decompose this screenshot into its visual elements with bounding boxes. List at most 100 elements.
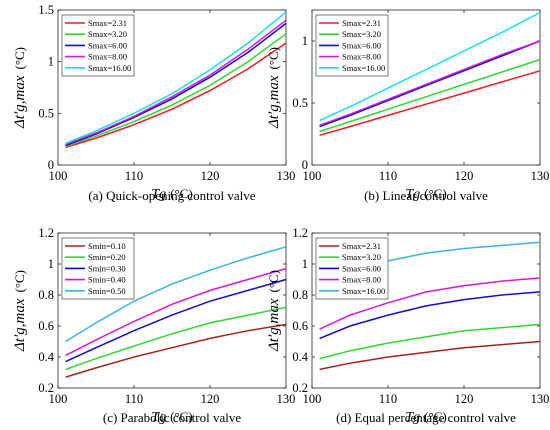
series-line-1: [319, 70, 541, 136]
series-line-2: [65, 33, 287, 148]
legend-label: Smax=16.00: [342, 63, 385, 73]
legend-label: Smin=0.50: [88, 286, 126, 296]
y-axis-unit: (°C): [12, 47, 27, 70]
series-line-2: [319, 323, 541, 360]
legend-label: Smax=3.20: [342, 29, 381, 39]
chart-panel-2: 100 110 120 13000.51Smax=2.31Smax=3.20Smax=…: [266, 9, 550, 203]
legend-label: Smin=0.10: [88, 241, 126, 251]
x-axis-symbol: Tg: [405, 410, 420, 425]
y-axis-unit: (°C): [12, 270, 27, 293]
y-tick-label: 0.6: [292, 319, 308, 333]
legend-label: Smax=3.20: [342, 252, 381, 262]
series-line-4: [319, 277, 541, 330]
y-tick-label: 0.4: [292, 350, 308, 364]
chart-panel-3: 100 110 120 1300.20.40.60.811.2Smin=0.10Smi…: [12, 226, 295, 425]
x-tick-label: 110: [379, 392, 397, 406]
series-line-4: [65, 267, 287, 357]
y-tick-label: 1: [302, 257, 308, 271]
y-axis-unit: (°C): [266, 47, 281, 70]
y-tick-label: 0.8: [292, 288, 308, 302]
x-tick-label: 110: [125, 169, 143, 183]
x-tick-label: 130: [277, 169, 296, 183]
y-axis-unit: (°C): [266, 270, 281, 293]
panel-caption: (c) Parabolic control valve: [103, 410, 241, 425]
y-tick-label: 0.2: [292, 381, 308, 395]
legend-label: Smin=0.40: [88, 275, 126, 285]
x-axis-label: Tg (°C): [151, 186, 192, 202]
x-tick-label: 100: [49, 169, 68, 183]
legend-label: Smax=16.00: [342, 286, 385, 296]
y-tick-label: 1: [302, 34, 308, 48]
series-line-3: [319, 291, 541, 340]
y-tick-label: 0.5: [38, 106, 54, 120]
y-axis-label: Δt′g,max (°C): [12, 270, 28, 352]
series-line-1: [65, 42, 287, 149]
x-axis-symbol: Tg: [151, 410, 166, 425]
y-axis-symbol: Δt′g,max: [266, 75, 282, 129]
x-axis-unit: (°C): [424, 186, 447, 201]
y-axis-symbol: Δt′g,max: [266, 298, 282, 352]
y-axis-symbol: Δt′g,max: [12, 75, 28, 129]
x-tick-label: 100: [303, 169, 322, 183]
series-line-2: [65, 306, 287, 371]
series-line-5: [65, 246, 287, 343]
x-axis-unit: (°C): [424, 409, 447, 424]
y-tick-label: 1.5: [38, 3, 54, 17]
series-line-1: [65, 323, 287, 378]
y-tick-label: 0: [48, 158, 54, 172]
y-tick-label: 1: [48, 257, 54, 271]
y-axis-label: Δt′g,max (°C): [12, 47, 28, 129]
series-line-1: [319, 340, 541, 371]
series-line-4: [65, 19, 287, 146]
legend-label: Smax=2.31: [88, 18, 127, 28]
y-tick-label: 0: [302, 158, 308, 172]
legend-label: Smax=8.00: [342, 52, 381, 62]
x-tick-label: 120: [201, 392, 220, 406]
x-tick-label: 100: [303, 392, 322, 406]
legend-label: Smax=6.00: [88, 40, 127, 50]
series-line-3: [65, 22, 287, 147]
series-line-2: [319, 58, 541, 133]
series-line-5: [65, 11, 287, 144]
x-tick-label: 110: [379, 169, 397, 183]
x-axis-unit: (°C): [170, 409, 193, 424]
x-tick-label: 120: [455, 392, 474, 406]
chart-panel-4: 100 110 120 1300.20.40.60.811.2Smax=2.31Sma…: [266, 226, 549, 425]
series-line-3: [319, 40, 541, 128]
y-axis-symbol: Δt′g,max: [12, 298, 28, 352]
x-tick-label: 130: [277, 392, 296, 406]
series-line-5: [319, 11, 541, 122]
x-axis-label: Tg (°C): [405, 409, 446, 425]
y-tick-label: 0.8: [38, 288, 54, 302]
y-axis-label: Δt′g,max (°C): [266, 270, 282, 352]
y-tick-label: 0.4: [38, 350, 54, 364]
x-tick-label: 120: [455, 169, 474, 183]
chart-panel-1: 100 110 120 13000.511.5Smax=2.31Smax=3.20Sm…: [12, 3, 295, 203]
series-line-4: [319, 40, 541, 127]
x-axis-symbol: Tg: [151, 187, 166, 202]
panel-caption: (d) Equal percentage control valve: [336, 410, 516, 425]
x-tick-label: 130: [531, 392, 550, 406]
y-tick-label: 0.5: [292, 96, 308, 110]
legend-label: Smin=0.30: [88, 263, 126, 273]
x-axis-label: Tg (°C): [405, 186, 446, 202]
legend-label: Smin=0.20: [88, 252, 126, 262]
x-axis-symbol: Tg: [405, 187, 420, 202]
y-tick-label: 1: [48, 55, 54, 69]
x-tick-label: 130: [531, 169, 550, 183]
legend-label: Smax=16.00: [88, 63, 131, 73]
y-tick-label: 1.2: [292, 226, 308, 240]
x-axis-label: Tg (°C): [151, 409, 192, 425]
panel-caption: (a) Quick-opening control valve: [88, 188, 255, 203]
legend-label: Smax=2.31: [342, 18, 381, 28]
y-tick-label: 0.6: [38, 319, 54, 333]
legend-label: Smax=8.00: [88, 52, 127, 62]
legend-label: Smax=2.31: [342, 241, 381, 251]
legend-label: Smax=3.20: [88, 29, 127, 39]
legend-label: Smax=6.00: [342, 40, 381, 50]
x-tick-label: 100: [49, 392, 68, 406]
